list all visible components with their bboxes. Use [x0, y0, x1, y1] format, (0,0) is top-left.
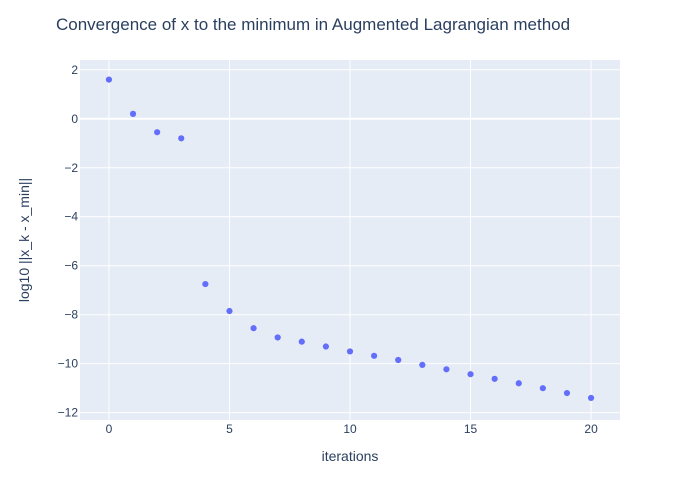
- data-point: [419, 361, 426, 368]
- data-point: [105, 76, 113, 83]
- y-tick-label: −6: [64, 259, 78, 273]
- data-point: [587, 394, 595, 402]
- data-point: [178, 135, 185, 142]
- data-point: [154, 129, 161, 136]
- data-point: [491, 375, 498, 382]
- data-point: [563, 389, 571, 397]
- y-tick-label: −12: [58, 406, 79, 420]
- data-point: [298, 338, 305, 345]
- y-tick-label: 0: [71, 112, 78, 126]
- x-axis-ticks: 0 5 10 15 20: [106, 422, 598, 436]
- y-tick-label: −4: [64, 210, 78, 224]
- grid-lines: [80, 60, 620, 420]
- y-tick-label: −2: [64, 161, 78, 175]
- y-axis-ticks: 2 0 −2 −4 −6 −8 −10 −12: [58, 63, 79, 420]
- x-tick-label: 10: [343, 422, 357, 436]
- data-point: [322, 343, 329, 350]
- data-point: [395, 356, 402, 364]
- data-point: [467, 371, 474, 378]
- y-axis-title: log10 ||x_k - x_min||: [16, 178, 32, 302]
- data-point: [515, 380, 522, 387]
- data-point: [129, 110, 137, 117]
- x-tick-label: 15: [464, 422, 478, 436]
- y-tick-label: −10: [58, 357, 79, 371]
- chart-title: Convergence of x to the minimum in Augme…: [56, 15, 570, 34]
- x-tick-label: 5: [226, 422, 233, 436]
- data-points: [105, 76, 595, 402]
- data-point: [371, 352, 378, 359]
- data-point: [443, 366, 450, 373]
- data-point: [539, 385, 546, 392]
- data-point: [274, 334, 281, 341]
- data-point: [250, 325, 257, 332]
- data-point: [202, 280, 209, 288]
- data-point: [346, 348, 354, 355]
- data-point: [226, 307, 233, 315]
- x-axis-title: iterations: [322, 448, 379, 464]
- x-tick-label: 20: [584, 422, 598, 436]
- y-tick-label: −8: [64, 308, 78, 322]
- y-tick-label: 2: [71, 63, 78, 77]
- x-tick-label: 0: [106, 422, 113, 436]
